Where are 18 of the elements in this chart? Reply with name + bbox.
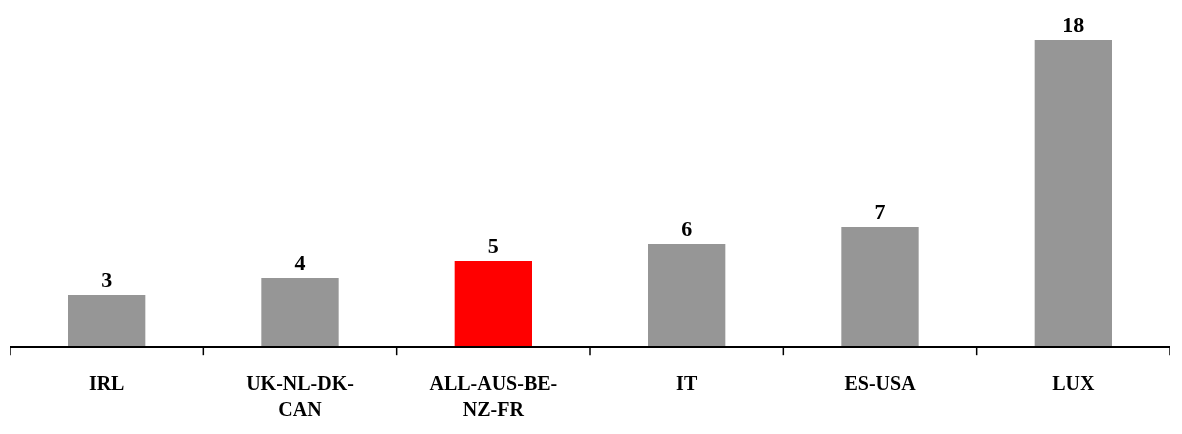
x-tick-label: UK-NL-DK-CAN (246, 371, 354, 420)
data-label: 5 (487, 233, 499, 258)
x-tick-label: ES-USA (844, 371, 917, 394)
x-tick-label: IRL (88, 371, 125, 394)
data-label: 4 (294, 250, 306, 275)
data-label: 7 (874, 199, 886, 224)
bar (68, 295, 146, 346)
data-label: 3 (101, 267, 113, 292)
bar (648, 244, 726, 346)
data-label: 6 (681, 216, 693, 241)
bar (261, 278, 339, 346)
x-tick-label: LUX (1052, 371, 1095, 394)
x-tick-label: ALL-AUS-BE-NZ-FR (429, 371, 558, 420)
data-label: 18 (1062, 12, 1085, 37)
x-tick-label: IT (676, 371, 698, 394)
bar (841, 227, 919, 346)
bar (1034, 40, 1112, 346)
bar (454, 261, 532, 346)
